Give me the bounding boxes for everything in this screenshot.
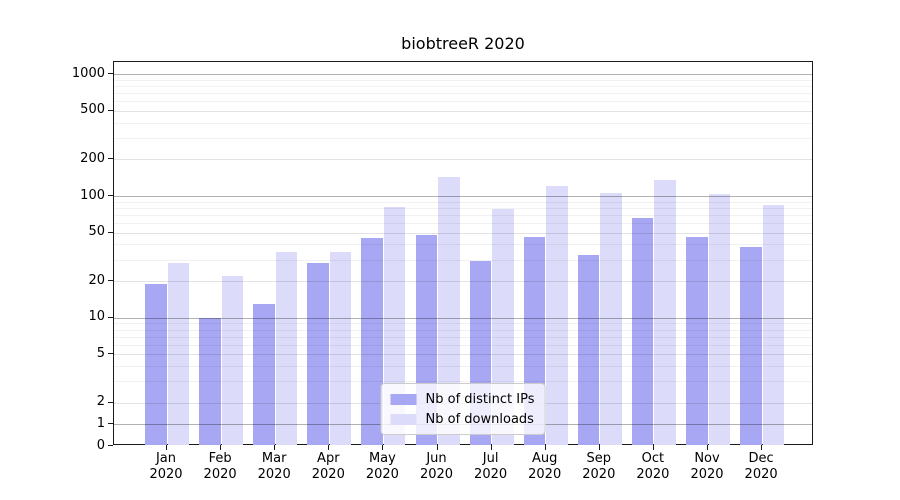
x-tick-mark-feb (220, 445, 222, 450)
y-tick-mark-10 (108, 316, 113, 318)
x-tick-label-dec: Dec 2020 (744, 451, 778, 482)
x-tick-label-jun: Jun 2020 (419, 451, 454, 482)
x-tick-mark-jan (166, 445, 167, 450)
x-tick-mark-oct (652, 445, 654, 450)
bar-nb-of-distinct-ips-nov (686, 237, 708, 445)
x-tick-mark-dec (761, 445, 763, 450)
y-tick-label-200: 200 (80, 150, 105, 166)
bar-nb-of-distinct-ips-mar (253, 303, 275, 445)
y-tick-label-20: 20 (88, 272, 105, 288)
x-tick-mark-mar (274, 445, 276, 450)
y-tick-mark-0 (108, 445, 113, 446)
bar-nb-of-downloads-nov (708, 193, 730, 445)
y-tick-label-1000: 1000 (71, 65, 105, 81)
y-tick-label-10: 10 (88, 309, 105, 325)
x-tick-label-may: May 2020 (365, 451, 399, 482)
y-tick-mark-100 (108, 195, 113, 196)
x-tick-mark-may (382, 445, 384, 450)
bar-nb-of-downloads-jun (438, 176, 460, 445)
y-tick-label-5: 5 (96, 345, 105, 361)
legend-swatch-downloads (390, 413, 417, 425)
bar-nb-of-distinct-ips-apr (307, 263, 329, 445)
bar-nb-of-downloads-aug (546, 186, 568, 445)
y-tick-mark-1000 (108, 73, 113, 75)
legend-swatch-distinct-ips (390, 393, 417, 405)
y-tick-label-1: 1 (96, 415, 105, 431)
x-tick-mark-sep (598, 445, 600, 450)
x-tick-label-oct: Oct 2020 (636, 451, 670, 482)
y-tick-mark-500 (108, 109, 113, 111)
y-tick-label-2: 2 (96, 394, 105, 410)
bar-nb-of-distinct-ips-sep (577, 254, 600, 445)
y-tick-label-0: 0 (96, 437, 105, 453)
x-tick-mark-aug (544, 445, 546, 450)
x-tick-mark-jun (436, 445, 438, 450)
bar-nb-of-distinct-ips-may (361, 238, 383, 445)
y-tick-mark-2 (108, 401, 113, 403)
x-tick-label-sep: Sep 2020 (582, 451, 616, 482)
bar-nb-of-distinct-ips-jan (145, 283, 167, 445)
x-tick-label-jan: Jan 2020 (149, 451, 183, 482)
bar-nb-of-downloads-mar (275, 251, 298, 445)
plot-area: Nb of distinct IPs Nb of downloads (113, 61, 813, 445)
x-tick-label-aug: Aug 2020 (528, 451, 562, 482)
legend-label-distinct-ips: Nb of distinct IPs (425, 391, 535, 407)
x-tick-mark-jul (490, 445, 492, 450)
x-tick-label-feb: Feb 2020 (203, 451, 237, 482)
bar-nb-of-downloads-oct (654, 180, 676, 445)
y-tick-mark-1 (108, 423, 113, 425)
x-tick-label-mar: Mar 2020 (257, 451, 291, 482)
bar-nb-of-downloads-sep (600, 192, 622, 445)
x-tick-mark-apr (328, 445, 330, 450)
x-tick-label-nov: Nov 2020 (690, 451, 724, 482)
x-tick-label-jul: Jul 2020 (474, 451, 508, 482)
x-tick-mark-nov (707, 445, 708, 450)
y-tick-label-500: 500 (80, 102, 105, 118)
y-tick-label-100: 100 (80, 187, 105, 203)
bar-nb-of-downloads-jan (167, 263, 189, 445)
bar-nb-of-distinct-ips-dec (740, 247, 762, 445)
chart-title: biobtreeR 2020 (401, 34, 525, 53)
bar-nb-of-distinct-ips-feb (199, 317, 221, 445)
legend-item-downloads: Nb of downloads (390, 409, 535, 429)
bar-nb-of-distinct-ips-oct (631, 218, 654, 445)
legend: Nb of distinct IPs Nb of downloads (380, 383, 546, 435)
x-tick-label-apr: Apr 2020 (311, 451, 345, 482)
bar-nb-of-downloads-feb (221, 276, 244, 445)
y-tick-mark-200 (108, 158, 113, 160)
y-tick-mark-20 (108, 280, 113, 282)
y-tick-mark-50 (108, 231, 113, 233)
y-tick-mark-5 (108, 353, 113, 355)
legend-label-downloads: Nb of downloads (425, 411, 534, 427)
bar-nb-of-downloads-apr (329, 251, 352, 445)
y-tick-label-50: 50 (88, 224, 105, 240)
legend-item-distinct-ips: Nb of distinct IPs (390, 389, 535, 409)
bar-nb-of-downloads-dec (762, 205, 785, 445)
